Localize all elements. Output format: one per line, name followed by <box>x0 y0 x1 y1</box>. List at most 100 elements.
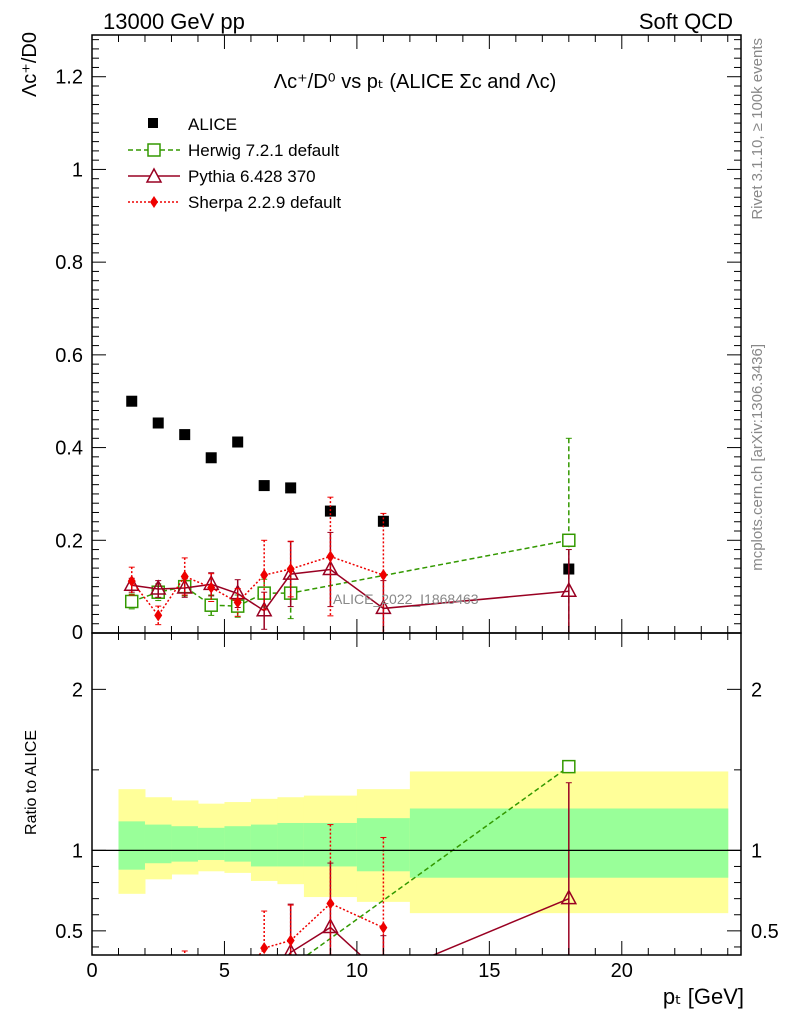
band-inner-bin <box>144 824 172 864</box>
x-tick-label: 20 <box>611 960 633 982</box>
band-inner-bin <box>171 826 199 862</box>
main-point-sherpa <box>233 596 242 609</box>
main-point-pythia <box>176 578 193 594</box>
ratio-point-herwig <box>562 759 576 774</box>
band-inner-bin <box>118 821 146 870</box>
legend-marker-herwig <box>147 143 161 157</box>
ratio-plot-frame <box>91 632 742 956</box>
main-point-pythia <box>560 581 578 598</box>
band-inner-bin <box>197 827 225 861</box>
ratio-point-herwig <box>232 983 244 995</box>
x-tick-label: 10 <box>346 960 368 982</box>
ratio-point-sherpa <box>326 897 335 910</box>
main-point-sherpa <box>260 569 269 582</box>
x-axis-label: pₜ [GeV] <box>663 984 744 1009</box>
main-point-sherpa <box>286 563 295 576</box>
uncertainty-bands <box>118 771 729 914</box>
main-point-alice <box>205 452 217 464</box>
main-y-tick-label: 1.2 <box>55 67 83 89</box>
ratio-point-sherpa <box>286 934 295 947</box>
main-point-alice <box>377 515 389 527</box>
legend: ALICE Herwig 7.2.1 default Pythia 6.428 … <box>128 115 341 212</box>
ratio-point-pythia <box>151 970 165 983</box>
main-series-pythia <box>123 531 578 633</box>
ratio-point-sherpa <box>379 921 388 934</box>
ratio-y-tick-label-left: 2 <box>72 679 83 701</box>
main-y-tick-label: 0.8 <box>55 252 83 274</box>
analysis-watermark: ALICE_2022_I1868463 <box>333 591 479 607</box>
main-point-sherpa <box>207 581 216 594</box>
band-inner-bin <box>277 822 305 867</box>
main-y-tick-label: 0.6 <box>55 345 83 367</box>
legend-label-alice: ALICE <box>188 115 237 134</box>
main-y-axis-label: Λc⁺/D0 <box>19 32 41 97</box>
ratio-y-tick-label-left: 0.5 <box>55 921 83 943</box>
legend-label-pythia: Pythia 6.428 370 <box>188 167 316 186</box>
ratio-y-tick-label-left: 1 <box>72 840 83 862</box>
main-point-alice <box>126 395 138 407</box>
legend-label-sherpa: Sherpa 2.2.9 default <box>188 193 341 212</box>
main-point-herwig <box>124 594 139 609</box>
ratio-point-herwig <box>179 968 191 980</box>
ratio-series-sherpa <box>128 824 388 1004</box>
ratio-point-sherpa <box>207 964 215 976</box>
ratio-point-herwig <box>126 983 138 995</box>
ratio-point-pythia <box>322 917 339 934</box>
ratio-point-pythia <box>284 942 298 955</box>
x-tick-label: 15 <box>478 960 500 982</box>
main-point-pythia <box>149 579 167 595</box>
main-y-zero-label: 0 <box>72 622 83 644</box>
main-series-group <box>123 395 578 633</box>
main-y-tick-label: 0.4 <box>55 438 83 460</box>
ratio-point-sherpa <box>234 980 242 992</box>
ratio-point-herwig <box>285 961 297 973</box>
ratio-point-pythia <box>231 970 245 983</box>
header-right: Soft QCD <box>639 9 733 34</box>
ratio-point-pythia <box>376 968 390 981</box>
ratio-point-pythia <box>560 889 578 905</box>
main-point-alice <box>258 480 270 492</box>
ratio-point-sherpa <box>128 969 136 981</box>
ratio-point-pythia <box>178 967 192 980</box>
legend-marker-alice <box>148 118 158 128</box>
ratio-y-tick-label-right: 1 <box>751 840 762 862</box>
chart-title: Λc⁺/D⁰ vs pₜ (ALICE Σc and Λc) <box>274 71 557 93</box>
ratio-series-herwig <box>126 759 576 995</box>
x-tick-label: 0 <box>86 960 97 982</box>
ratio-y-axis-label: Ratio to ALICE <box>23 730 40 835</box>
main-point-alice <box>179 429 191 441</box>
ratio-y-tick-label-right: 2 <box>751 679 762 701</box>
ratio-series-group <box>125 759 578 1004</box>
main-point-sherpa <box>154 609 163 622</box>
ratio-point-herwig <box>205 980 217 992</box>
ratio-point-sherpa <box>154 992 162 1004</box>
ratio-point-pythia <box>257 979 271 992</box>
ratio-y-tick-label-right: 0.5 <box>751 921 779 943</box>
header-left: 13000 GeV pp <box>103 9 245 34</box>
band-inner-bin <box>224 826 252 862</box>
main-point-sherpa <box>379 569 388 582</box>
main-y-tick-label: 0.2 <box>55 530 83 552</box>
band-inner-bin <box>250 824 278 867</box>
ratio-point-sherpa <box>260 942 269 955</box>
main-series-herwig <box>124 437 576 633</box>
ratio-point-pythia <box>125 970 139 983</box>
main-line-pythia <box>131 568 569 612</box>
main-point-herwig <box>562 533 576 548</box>
main-point-alice <box>285 482 297 494</box>
x-tick-label: 5 <box>219 960 230 982</box>
main-point-sherpa <box>180 570 189 583</box>
main-point-alice <box>152 417 164 429</box>
ratio-point-pythia <box>204 959 218 972</box>
legend-marker-sherpa <box>150 196 158 208</box>
main-series-alice <box>126 395 575 575</box>
main-series-sherpa <box>127 496 388 633</box>
ratio-point-herwig <box>152 974 164 986</box>
legend-marker-pythia <box>145 167 163 183</box>
main-y-tick-label: 1 <box>72 159 83 181</box>
legend-label-herwig: Herwig 7.2.1 default <box>188 141 339 160</box>
main-point-pythia <box>255 601 273 617</box>
main-point-sherpa <box>127 575 136 588</box>
main-point-pythia <box>123 575 140 592</box>
